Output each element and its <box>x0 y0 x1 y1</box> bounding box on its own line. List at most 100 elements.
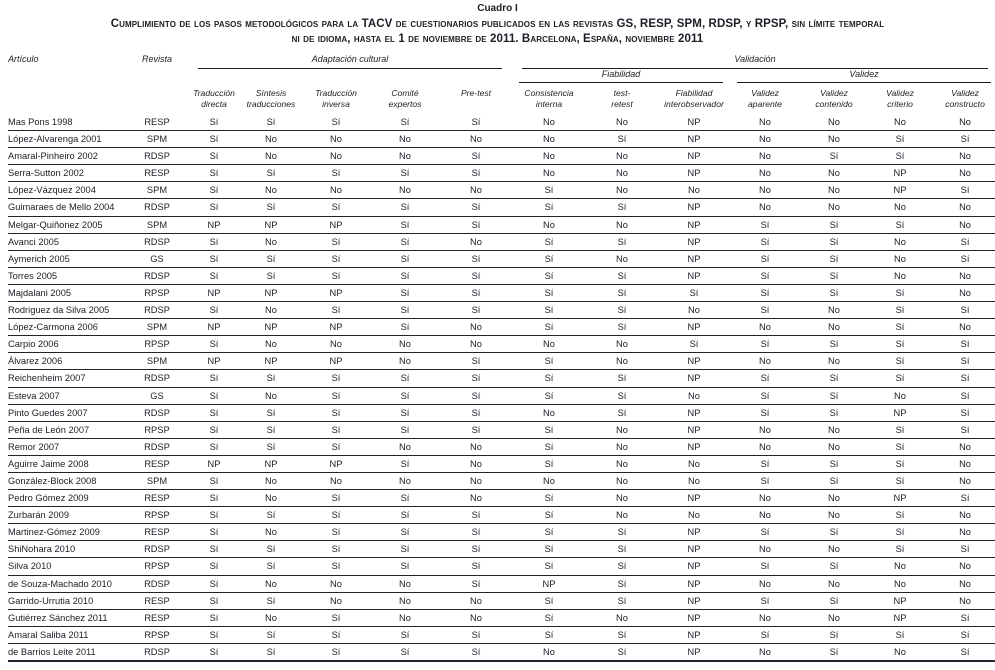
value-cell: No <box>828 493 840 504</box>
table-row: ShiNohara 2010 RDSP Sí Sí Sí Sí Sí Sí Sí NP No No Sí… <box>8 541 995 558</box>
value-cell: Sí <box>960 544 970 555</box>
value-cell: No <box>399 185 411 196</box>
table-row: Pedro Gómez 2009 RESP Sí No Sí Sí No Sí No NP No No… <box>8 490 995 507</box>
value-cell: Sí <box>400 646 410 657</box>
column-header-validez-constructo: Validez constructo <box>945 88 985 109</box>
column-header-comite-expertos: Comité expertos <box>388 88 422 109</box>
value-cell: Sí <box>829 151 839 162</box>
value-cell: Sí <box>617 322 627 333</box>
value-cell: No <box>616 339 628 350</box>
value-cell: Sí <box>829 595 839 606</box>
value-cell: NP <box>329 356 343 367</box>
value-cell: No <box>616 424 628 435</box>
value-cell: Sí <box>471 390 481 401</box>
value-cell: Sí <box>895 219 905 230</box>
value-cell: Sí <box>209 236 219 247</box>
journal-cell: SPM <box>146 356 168 367</box>
article-cell: González-Block 2008 <box>8 475 97 486</box>
value-cell: Sí <box>400 510 410 521</box>
value-cell: NP <box>687 629 701 640</box>
value-cell: NP <box>207 458 221 469</box>
value-cell: Sí <box>829 527 839 538</box>
value-cell: No <box>399 612 411 623</box>
value-cell: Sí <box>331 510 341 521</box>
value-cell: No <box>828 612 840 623</box>
value-cell: Sí <box>471 510 481 521</box>
value-cell: No <box>959 117 971 127</box>
journal-cell: RDSP <box>144 407 170 418</box>
value-cell: NP <box>687 441 701 452</box>
value-cell: Sí <box>895 322 905 333</box>
article-cell: Álvarez 2006 <box>8 356 63 367</box>
value-cell: No <box>616 253 628 264</box>
journal-cell: RPSP <box>144 339 170 350</box>
value-cell: NP <box>687 117 701 127</box>
value-cell: Sí <box>471 527 481 538</box>
article-cell: López-Vázquez 2004 <box>8 185 96 196</box>
value-cell: Sí <box>471 373 481 384</box>
table-row: Serra-Sutton 2002 RESP Sí Sí Sí Sí Sí No No NP No N… <box>8 165 995 182</box>
value-cell: No <box>265 612 277 623</box>
value-cell: NP <box>264 356 278 367</box>
value-cell: Sí <box>209 253 219 264</box>
value-cell: No <box>470 475 482 486</box>
value-cell: Sí <box>617 305 627 316</box>
value-cell: Sí <box>895 527 905 538</box>
value-cell: No <box>265 305 277 316</box>
value-cell: No <box>759 117 771 127</box>
column-header-fiabilidad-interobservador: Fiabilidad interobservador <box>664 88 724 109</box>
value-cell: Sí <box>760 236 770 247</box>
value-cell: Sí <box>209 612 219 623</box>
value-cell: Sí <box>266 270 276 281</box>
value-cell: NP <box>893 407 907 418</box>
journal-cell: RDSP <box>144 236 170 247</box>
value-cell: No <box>759 441 771 452</box>
value-cell: Sí <box>960 305 970 316</box>
value-cell: Sí <box>331 424 341 435</box>
value-cell: Sí <box>544 458 554 469</box>
value-cell: Sí <box>617 646 627 657</box>
value-cell: Sí <box>471 168 481 179</box>
value-cell: NP <box>893 185 907 196</box>
value-cell: Sí <box>331 373 341 384</box>
value-cell: No <box>399 475 411 486</box>
journal-cell: RDSP <box>144 373 170 384</box>
value-cell: Sí <box>331 629 341 640</box>
value-cell: Sí <box>471 287 481 298</box>
value-cell: No <box>828 305 840 316</box>
value-cell: NP <box>687 253 701 264</box>
value-cell: No <box>894 561 906 572</box>
value-cell: Sí <box>331 168 341 179</box>
value-cell: Sí <box>209 595 219 606</box>
article-cell: Avanci 2005 <box>8 236 60 247</box>
table-row: Peña de León 2007 RPSP Sí Sí Sí Sí Sí Sí No NP No N… <box>8 421 995 439</box>
value-cell: No <box>828 441 840 452</box>
value-cell: Sí <box>760 390 770 401</box>
value-cell: Sí <box>209 424 219 435</box>
value-cell: Sí <box>895 510 905 521</box>
journal-cell: RPSP <box>144 510 170 521</box>
value-cell: No <box>470 612 482 623</box>
value-cell: Sí <box>895 373 905 384</box>
article-cell: Serra-Sutton 2002 <box>8 168 84 179</box>
subgroup-header-validez: Validez <box>730 69 995 85</box>
value-cell: Sí <box>400 424 410 435</box>
value-cell: No <box>959 561 971 572</box>
value-cell: NP <box>893 168 907 179</box>
value-cell: Sí <box>544 373 554 384</box>
value-cell: No <box>265 185 277 196</box>
value-cell: No <box>470 595 482 606</box>
article-cell: Reichenheim 2007 <box>8 373 86 384</box>
value-cell: Sí <box>544 322 554 333</box>
value-cell: Sí <box>895 544 905 555</box>
value-cell: No <box>616 493 628 504</box>
value-cell: Sí <box>760 287 770 298</box>
value-cell: NP <box>893 493 907 504</box>
value-cell: Sí <box>760 305 770 316</box>
value-cell: No <box>759 424 771 435</box>
value-cell: NP <box>687 527 701 538</box>
value-cell: No <box>470 134 482 145</box>
value-cell: No <box>470 441 482 452</box>
value-cell: No <box>543 168 555 179</box>
value-cell: Sí <box>829 270 839 281</box>
